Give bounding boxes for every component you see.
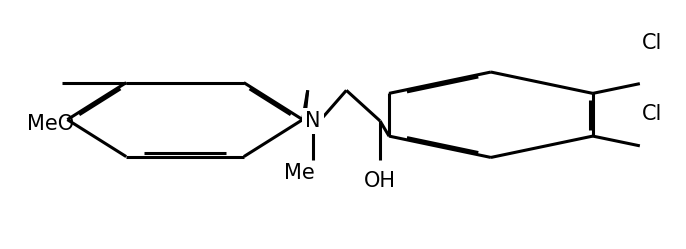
Text: Cl: Cl bbox=[642, 33, 663, 53]
Text: OH: OH bbox=[364, 171, 396, 191]
Text: Cl: Cl bbox=[642, 104, 663, 124]
Text: MeO: MeO bbox=[27, 115, 74, 134]
Text: N: N bbox=[305, 111, 320, 131]
Text: Me: Me bbox=[284, 163, 315, 183]
